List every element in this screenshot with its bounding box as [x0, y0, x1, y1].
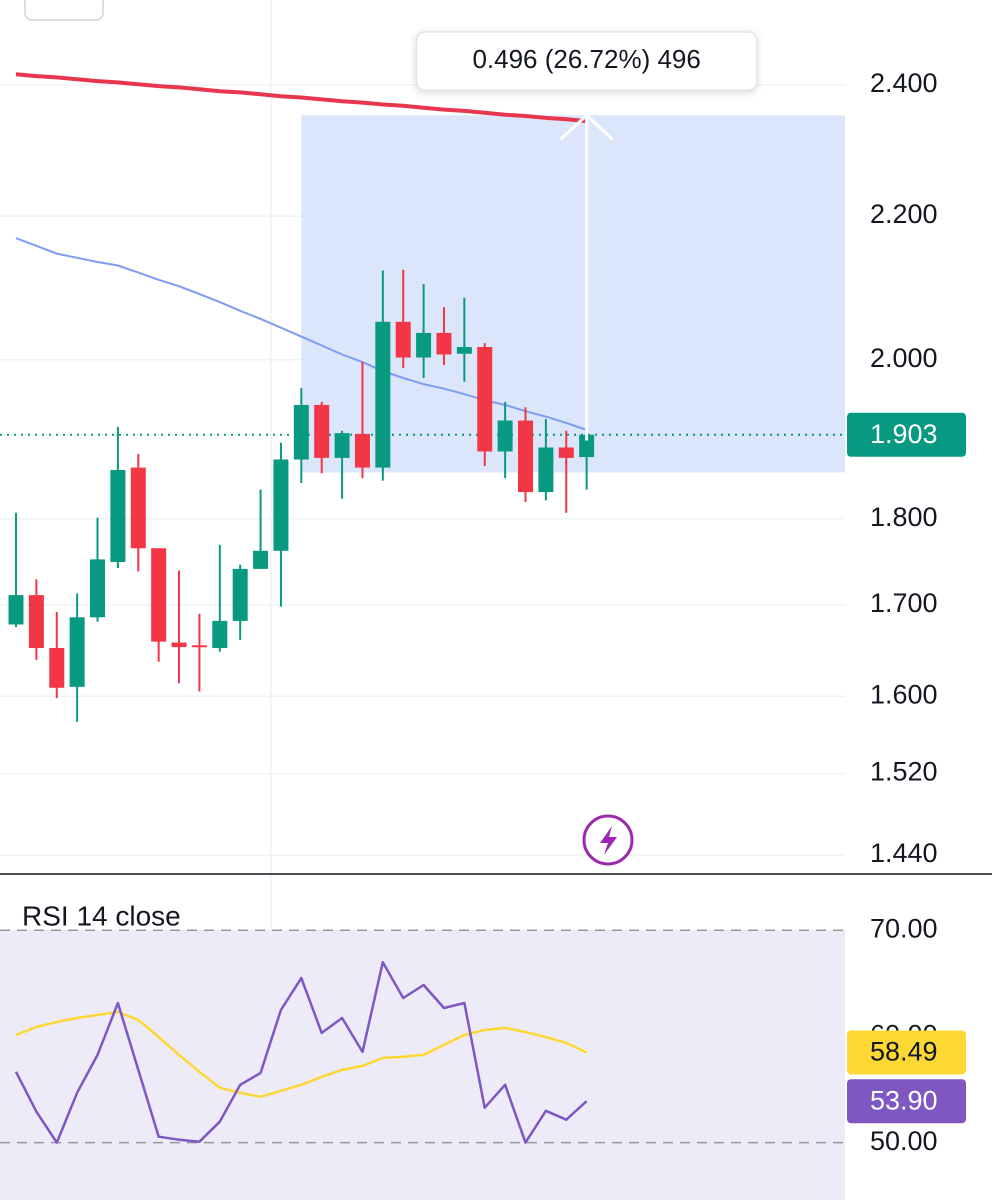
moving-average-line [15, 72, 587, 124]
y-tick-label: 2.000 [870, 343, 938, 373]
candle-body [395, 321, 411, 358]
measure-label: 0.496 (26.72%) 496 [472, 44, 700, 74]
candle-body [436, 332, 452, 355]
candle-body [416, 332, 432, 358]
measure-box [301, 115, 845, 473]
y-tick-label: 1.700 [870, 588, 938, 618]
measure-label-box [415, 31, 758, 91]
y-tick-label: 1.800 [870, 502, 938, 532]
price-tag [847, 412, 966, 457]
price-tag [847, 1030, 966, 1075]
candle-body [456, 347, 472, 354]
candle-body [90, 559, 106, 618]
y-tick-label: 1.440 [870, 838, 938, 868]
marks-layer [0, 72, 845, 1144]
y-tick-label: 50.00 [870, 1126, 938, 1156]
candle-body [293, 404, 309, 460]
candle-body [273, 459, 289, 551]
price-tag-label: 58.49 [870, 1037, 938, 1067]
rsi-line [15, 1010, 588, 1099]
rsi-title: RSI 14 close [22, 900, 181, 931]
candle-body [212, 620, 228, 649]
y-tick-label: 1.600 [870, 679, 938, 709]
candle-body [354, 433, 370, 468]
candle-body [334, 433, 350, 458]
candle-body [171, 642, 187, 648]
y-tick-label: 2.200 [870, 199, 938, 229]
candle-body [130, 467, 146, 549]
candle-body [375, 321, 391, 468]
toolbar-button[interactable] [24, 0, 104, 21]
candle-body [579, 434, 595, 458]
candle-body [497, 420, 513, 452]
candle-body [28, 595, 44, 649]
candle-body [110, 470, 126, 562]
rsi-line [14, 960, 588, 1144]
candle-body [151, 548, 167, 642]
candle-body [538, 447, 554, 493]
y-tick-label: 70.00 [870, 913, 938, 943]
y-tick-label: 1.520 [870, 757, 938, 787]
candle-body [49, 648, 65, 688]
measure-arrow-head [559, 113, 614, 141]
measure-layer [301, 115, 845, 473]
rsi-band [0, 930, 845, 1200]
candle-body [518, 420, 533, 493]
overlay-layer: 0.496 (26.72%) 496 1.903 53.90 58.49 [415, 31, 966, 1124]
y-tick-label: 2.400 [870, 68, 938, 98]
candle-body [558, 447, 574, 458]
candle-body [232, 568, 248, 621]
candle-body [191, 645, 207, 648]
candle-body [69, 617, 85, 687]
candle-body [253, 550, 269, 569]
lightning-icon[interactable] [582, 814, 634, 866]
price-tag-label: 53.90 [870, 1085, 938, 1115]
icon-bolt[interactable] [600, 826, 617, 855]
candle-body [314, 404, 330, 458]
candle-body [8, 595, 24, 625]
candle-body [477, 347, 493, 452]
price-tag-label: 1.903 [870, 419, 938, 449]
price-tag [847, 1079, 966, 1124]
